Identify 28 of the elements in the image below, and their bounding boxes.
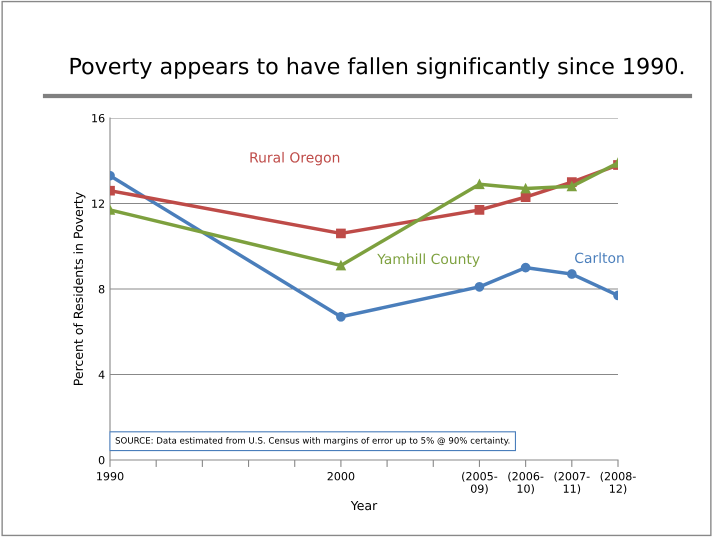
x-tick-label: (2008- 12) [600,472,636,494]
x-tick-label: (2006- 10) [508,472,544,494]
series-label: Yamhill County [377,253,480,267]
series-label: Carlton [575,252,624,264]
point [566,269,577,279]
y-tick-label: 8 [98,284,104,294]
point [520,184,530,194]
point [566,182,577,192]
point [336,228,346,238]
y-axis-title: Percent of Residents in Poverty [73,192,86,385]
x-axis-title: Year [350,500,378,510]
x-tick-label: (2007- 11) [554,472,590,494]
point [336,260,346,270]
chart-title: Poverty appears to have fallen significantly since 1990. [70,57,684,79]
point [474,205,484,215]
y-tick-label: 0 [98,456,104,464]
x-tick-label: (2005- 09) [462,472,498,494]
point [520,262,530,272]
point [474,179,484,190]
point [336,312,346,322]
text: Rural Oregon [250,152,340,166]
y-tick-label: 4 [98,370,105,379]
point [474,282,484,292]
y-tick-label: 12 [92,199,104,208]
x-tick-label: 2000 [328,472,354,480]
x-tick-label: 1990 [97,472,124,480]
annotation: SOURCE: Data estimated from U.S. Census with margins of error up to 5% @ 90% certainty. [116,437,510,446]
y-tick-label: 16 [92,114,104,122]
